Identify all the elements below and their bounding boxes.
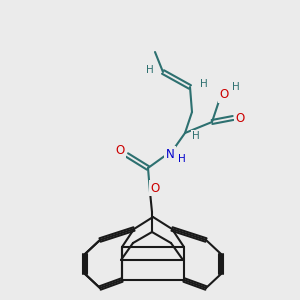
Text: H: H	[178, 154, 186, 164]
Text: O: O	[150, 182, 160, 194]
Text: H: H	[192, 131, 200, 141]
Text: H: H	[146, 65, 154, 75]
Text: O: O	[236, 112, 244, 124]
Text: O: O	[116, 143, 124, 157]
Text: H: H	[232, 82, 240, 92]
Text: H: H	[200, 79, 208, 89]
Text: N: N	[166, 148, 174, 160]
Text: O: O	[219, 88, 229, 101]
